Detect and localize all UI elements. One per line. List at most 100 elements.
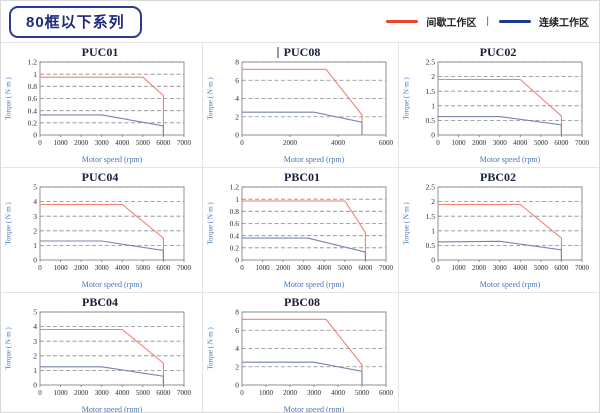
svg-text:6000: 6000 (156, 389, 171, 397)
svg-text:Motor speed (rpm): Motor speed (rpm) (284, 280, 345, 289)
legend: 间歇工作区 | 连续工作区 (386, 14, 589, 29)
svg-text:Torque ( N·m ): Torque ( N·m ) (5, 77, 13, 120)
svg-text:7000: 7000 (575, 264, 590, 272)
svg-text:0.4: 0.4 (230, 231, 240, 240)
svg-text:Torque ( N·m ): Torque ( N·m ) (207, 327, 215, 370)
svg-text:PUC01: PUC01 (82, 45, 119, 59)
svg-text:0.8: 0.8 (28, 82, 38, 91)
svg-text:0: 0 (240, 264, 244, 272)
svg-text:1000: 1000 (452, 264, 467, 272)
svg-text:0: 0 (38, 389, 42, 397)
svg-text:5000: 5000 (355, 389, 370, 397)
svg-text:6: 6 (235, 326, 239, 335)
svg-text:2: 2 (33, 351, 37, 360)
svg-text:0.5: 0.5 (426, 241, 436, 250)
svg-text:6000: 6000 (554, 264, 569, 272)
svg-text:Torque ( N·m ): Torque ( N·m ) (207, 77, 215, 120)
svg-text:6000: 6000 (156, 264, 171, 272)
svg-text:0: 0 (240, 389, 244, 397)
svg-text:Torque ( N·m ): Torque ( N·m ) (5, 202, 13, 245)
svg-text:2: 2 (33, 226, 37, 235)
svg-text:3000: 3000 (95, 389, 110, 397)
svg-text:1000: 1000 (54, 264, 69, 272)
svg-text:1: 1 (33, 241, 37, 250)
svg-text:5000: 5000 (136, 389, 151, 397)
svg-text:0: 0 (431, 131, 435, 140)
svg-text:7000: 7000 (575, 139, 590, 147)
svg-text:Motor speed (rpm): Motor speed (rpm) (284, 155, 345, 164)
chart-pbc08: PBC08 0 2 4 6 8 0 1000 2000 3000 4000 5000 6000 Torqu… (203, 293, 399, 413)
svg-text:PUC02: PUC02 (480, 45, 517, 59)
charts-grid: PUC01 0 0.2 0.4 0.6 0.8 1 1.2 0 1000 2000 3000 4000 5… (1, 42, 599, 413)
svg-text:0: 0 (240, 139, 244, 147)
svg-text:8: 8 (235, 308, 239, 317)
svg-text:0: 0 (235, 131, 239, 140)
svg-text:6000: 6000 (554, 139, 569, 147)
svg-text:Motor speed (rpm): Motor speed (rpm) (284, 405, 345, 413)
continuous-zone-swatch (499, 20, 531, 23)
svg-text:8: 8 (235, 58, 239, 67)
svg-text:Motor speed (rpm): Motor speed (rpm) (480, 155, 541, 164)
svg-text:6000: 6000 (358, 264, 373, 272)
svg-text:Torque ( N·m ): Torque ( N·m ) (5, 327, 13, 370)
svg-text:5: 5 (33, 308, 37, 317)
svg-text:2000: 2000 (472, 139, 487, 147)
svg-text:2000: 2000 (283, 139, 298, 147)
svg-text:Torque ( N·m ): Torque ( N·m ) (207, 202, 215, 245)
svg-text:6: 6 (235, 76, 239, 85)
chart-puc02: PUC02 0 0.5 1 1.5 2 2.5 0 1000 2000 3000 4000 5000 60… (399, 43, 599, 168)
svg-text:7000: 7000 (379, 264, 394, 272)
svg-text:4: 4 (33, 322, 37, 331)
svg-text:5000: 5000 (136, 139, 151, 147)
svg-text:7000: 7000 (177, 264, 192, 272)
series-title-badge: 80框以下系列 (9, 5, 142, 38)
svg-text:0: 0 (38, 264, 42, 272)
svg-text:0: 0 (235, 256, 239, 265)
chart-puc04: PUC04 0 1 2 3 4 5 0 1000 2000 3000 4000 5000 6000 7000… (1, 168, 203, 293)
svg-text:1: 1 (33, 366, 37, 375)
svg-text:4000: 4000 (513, 264, 528, 272)
continuous-zone-label: 连续工作区 (539, 18, 589, 29)
svg-text:0.2: 0.2 (230, 243, 240, 252)
svg-text:6000: 6000 (156, 139, 171, 147)
svg-text:5000: 5000 (534, 139, 549, 147)
svg-text:4000: 4000 (317, 264, 332, 272)
svg-text:4000: 4000 (513, 139, 528, 147)
svg-text:3000: 3000 (493, 264, 508, 272)
svg-text:PBC01: PBC01 (284, 170, 320, 184)
svg-text:1000: 1000 (259, 389, 274, 397)
svg-text:0: 0 (235, 381, 239, 390)
svg-text:1.2: 1.2 (28, 58, 38, 67)
svg-text:5000: 5000 (534, 264, 549, 272)
intermittent-zone-label: 间歇工作区 (426, 18, 477, 29)
chart-pbc01: PBC01 0 0.2 0.4 0.6 0.8 1 1.2 0 1000 2000 3000 4000 5… (203, 168, 399, 293)
svg-text:2.5: 2.5 (426, 58, 436, 67)
svg-text:0.5: 0.5 (426, 116, 436, 125)
svg-text:4: 4 (33, 197, 37, 206)
svg-text:PBC04: PBC04 (82, 295, 118, 309)
svg-text:0: 0 (33, 131, 37, 140)
svg-text:1000: 1000 (256, 264, 271, 272)
chart-puc08: PUC08 0 2 4 6 8 0 2000 4000 6000 Torque ( N·m ) Mot… (203, 43, 399, 168)
svg-text:1000: 1000 (452, 139, 467, 147)
svg-text:1: 1 (431, 101, 435, 110)
svg-text:0.8: 0.8 (230, 207, 240, 216)
svg-text:1: 1 (33, 70, 37, 79)
svg-text:Motor speed (rpm): Motor speed (rpm) (82, 280, 143, 289)
svg-text:2000: 2000 (283, 389, 298, 397)
svg-text:2: 2 (235, 362, 239, 371)
svg-text:5000: 5000 (136, 264, 151, 272)
chart-pbc02: PBC02 0 0.5 1 1.5 2 2.5 0 1000 2000 3000 4000 5000 60… (399, 168, 599, 293)
svg-text:3: 3 (33, 212, 37, 221)
svg-text:Motor speed (rpm): Motor speed (rpm) (82, 155, 143, 164)
svg-text:2: 2 (431, 197, 435, 206)
svg-text:0.4: 0.4 (28, 106, 38, 115)
svg-text:4000: 4000 (331, 139, 346, 147)
svg-text:1: 1 (431, 226, 435, 235)
chart-puc01: PUC01 0 0.2 0.4 0.6 0.8 1 1.2 0 1000 2000 3000 4000 5… (1, 43, 203, 168)
svg-text:4000: 4000 (115, 139, 130, 147)
svg-text:3000: 3000 (307, 389, 322, 397)
svg-text:3000: 3000 (493, 139, 508, 147)
svg-text:6000: 6000 (379, 139, 394, 147)
